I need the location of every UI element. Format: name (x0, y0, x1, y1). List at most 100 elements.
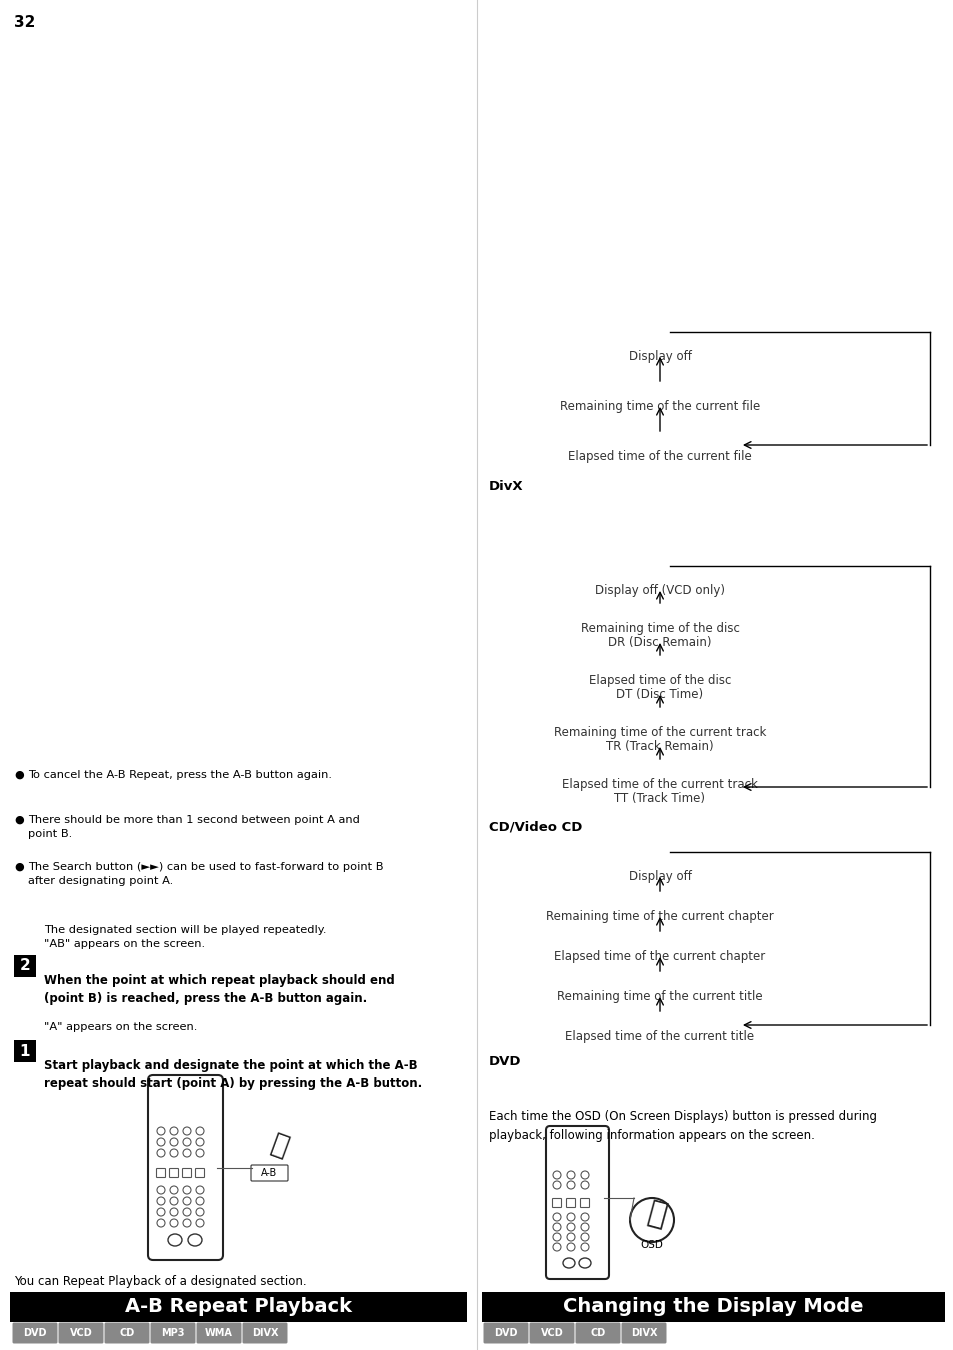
Circle shape (566, 1233, 575, 1241)
Circle shape (553, 1214, 560, 1220)
FancyBboxPatch shape (12, 1323, 57, 1343)
Text: The Search button (►►) can be used to fast-forward to point B
after designating : The Search button (►►) can be used to fa… (28, 863, 383, 886)
Text: DIVX: DIVX (630, 1328, 657, 1338)
Circle shape (566, 1181, 575, 1189)
Text: DR (Disc Remain): DR (Disc Remain) (608, 636, 711, 649)
Circle shape (170, 1208, 178, 1216)
Circle shape (170, 1197, 178, 1206)
FancyBboxPatch shape (242, 1323, 287, 1343)
Text: 32: 32 (14, 15, 35, 30)
Circle shape (553, 1223, 560, 1231)
Text: Remaining time of the current track: Remaining time of the current track (554, 726, 765, 738)
Circle shape (195, 1149, 204, 1157)
Text: VCD: VCD (540, 1328, 563, 1338)
Text: Elapsed time of the disc: Elapsed time of the disc (588, 674, 730, 687)
Text: WMA: WMA (205, 1328, 233, 1338)
Text: Start playback and designate the point at which the A-B
repeat should start (poi: Start playback and designate the point a… (44, 1058, 422, 1089)
Text: ●: ● (14, 863, 24, 872)
Text: TR (Track Remain): TR (Track Remain) (605, 740, 713, 753)
Text: 2: 2 (20, 958, 30, 973)
Text: ●: ● (14, 815, 24, 825)
Text: ✋: ✋ (644, 1199, 669, 1231)
Text: TT (Track Time): TT (Track Time) (614, 792, 705, 805)
Circle shape (553, 1243, 560, 1251)
Text: "A" appears on the screen.: "A" appears on the screen. (44, 1022, 197, 1031)
FancyBboxPatch shape (105, 1323, 150, 1343)
Circle shape (170, 1187, 178, 1193)
Text: ✋: ✋ (267, 1130, 293, 1162)
Text: Remaining time of the disc: Remaining time of the disc (580, 622, 739, 634)
Circle shape (157, 1149, 165, 1157)
Text: CD/Video CD: CD/Video CD (489, 819, 581, 833)
Text: Each time the OSD (On Screen Displays) button is pressed during
playback, follow: Each time the OSD (On Screen Displays) b… (489, 1110, 876, 1142)
Circle shape (157, 1208, 165, 1216)
Text: DT (Disc Time): DT (Disc Time) (616, 688, 702, 701)
Text: CD: CD (119, 1328, 134, 1338)
Text: You can Repeat Playback of a designated section.: You can Repeat Playback of a designated … (14, 1274, 306, 1288)
FancyBboxPatch shape (58, 1323, 103, 1343)
FancyBboxPatch shape (579, 1199, 589, 1207)
Circle shape (183, 1187, 191, 1193)
Circle shape (580, 1233, 588, 1241)
Circle shape (170, 1149, 178, 1157)
Circle shape (183, 1219, 191, 1227)
Text: "AB" appears on the screen.: "AB" appears on the screen. (44, 940, 205, 949)
FancyBboxPatch shape (170, 1169, 178, 1177)
Circle shape (580, 1214, 588, 1220)
Text: The designated section will be played repeatedly.: The designated section will be played re… (44, 925, 326, 936)
Circle shape (157, 1187, 165, 1193)
Text: Remaining time of the current file: Remaining time of the current file (559, 400, 760, 413)
Circle shape (183, 1149, 191, 1157)
Text: 1: 1 (20, 1044, 30, 1058)
Text: Display off: Display off (628, 869, 691, 883)
Circle shape (580, 1181, 588, 1189)
Text: There should be more than 1 second between point A and
point B.: There should be more than 1 second betwe… (28, 815, 359, 838)
FancyBboxPatch shape (529, 1323, 574, 1343)
Text: Elapsed time of the current title: Elapsed time of the current title (565, 1030, 754, 1044)
Circle shape (195, 1219, 204, 1227)
FancyBboxPatch shape (575, 1323, 619, 1343)
Text: DVD: DVD (23, 1328, 47, 1338)
Circle shape (566, 1223, 575, 1231)
Circle shape (183, 1197, 191, 1206)
FancyBboxPatch shape (151, 1323, 195, 1343)
Circle shape (157, 1127, 165, 1135)
Text: CD: CD (590, 1328, 605, 1338)
Circle shape (553, 1170, 560, 1179)
Text: Changing the Display Mode: Changing the Display Mode (562, 1297, 862, 1316)
Circle shape (580, 1243, 588, 1251)
Circle shape (195, 1187, 204, 1193)
FancyBboxPatch shape (182, 1169, 192, 1177)
Bar (481, 1292, 944, 1322)
Circle shape (553, 1233, 560, 1241)
Text: DIVX: DIVX (252, 1328, 278, 1338)
FancyBboxPatch shape (148, 1075, 223, 1260)
Text: Remaining time of the current title: Remaining time of the current title (557, 990, 762, 1003)
Text: ●: ● (14, 769, 24, 780)
FancyBboxPatch shape (156, 1169, 165, 1177)
Circle shape (195, 1127, 204, 1135)
Bar (14, 1040, 36, 1062)
FancyBboxPatch shape (251, 1165, 288, 1181)
Text: Remaining time of the current chapter: Remaining time of the current chapter (545, 910, 773, 923)
Text: Elapsed time of the current file: Elapsed time of the current file (568, 450, 751, 463)
Text: OSD: OSD (639, 1241, 662, 1250)
Text: Elapsed time of the current chapter: Elapsed time of the current chapter (554, 950, 765, 963)
Circle shape (170, 1219, 178, 1227)
FancyBboxPatch shape (566, 1199, 575, 1207)
Circle shape (566, 1243, 575, 1251)
Circle shape (170, 1138, 178, 1146)
Text: Display off: Display off (628, 350, 691, 363)
Circle shape (195, 1138, 204, 1146)
Circle shape (157, 1219, 165, 1227)
Text: Elapsed time of the current track: Elapsed time of the current track (561, 778, 757, 791)
Text: To cancel the A-B Repeat, press the A-B button again.: To cancel the A-B Repeat, press the A-B … (28, 769, 332, 780)
Text: When the point at which repeat playback should end
(point B) is reached, press t: When the point at which repeat playback … (44, 973, 395, 1004)
FancyBboxPatch shape (195, 1169, 204, 1177)
Circle shape (566, 1214, 575, 1220)
Circle shape (170, 1127, 178, 1135)
Circle shape (553, 1181, 560, 1189)
Ellipse shape (578, 1258, 590, 1268)
Ellipse shape (168, 1234, 182, 1246)
FancyBboxPatch shape (620, 1323, 666, 1343)
